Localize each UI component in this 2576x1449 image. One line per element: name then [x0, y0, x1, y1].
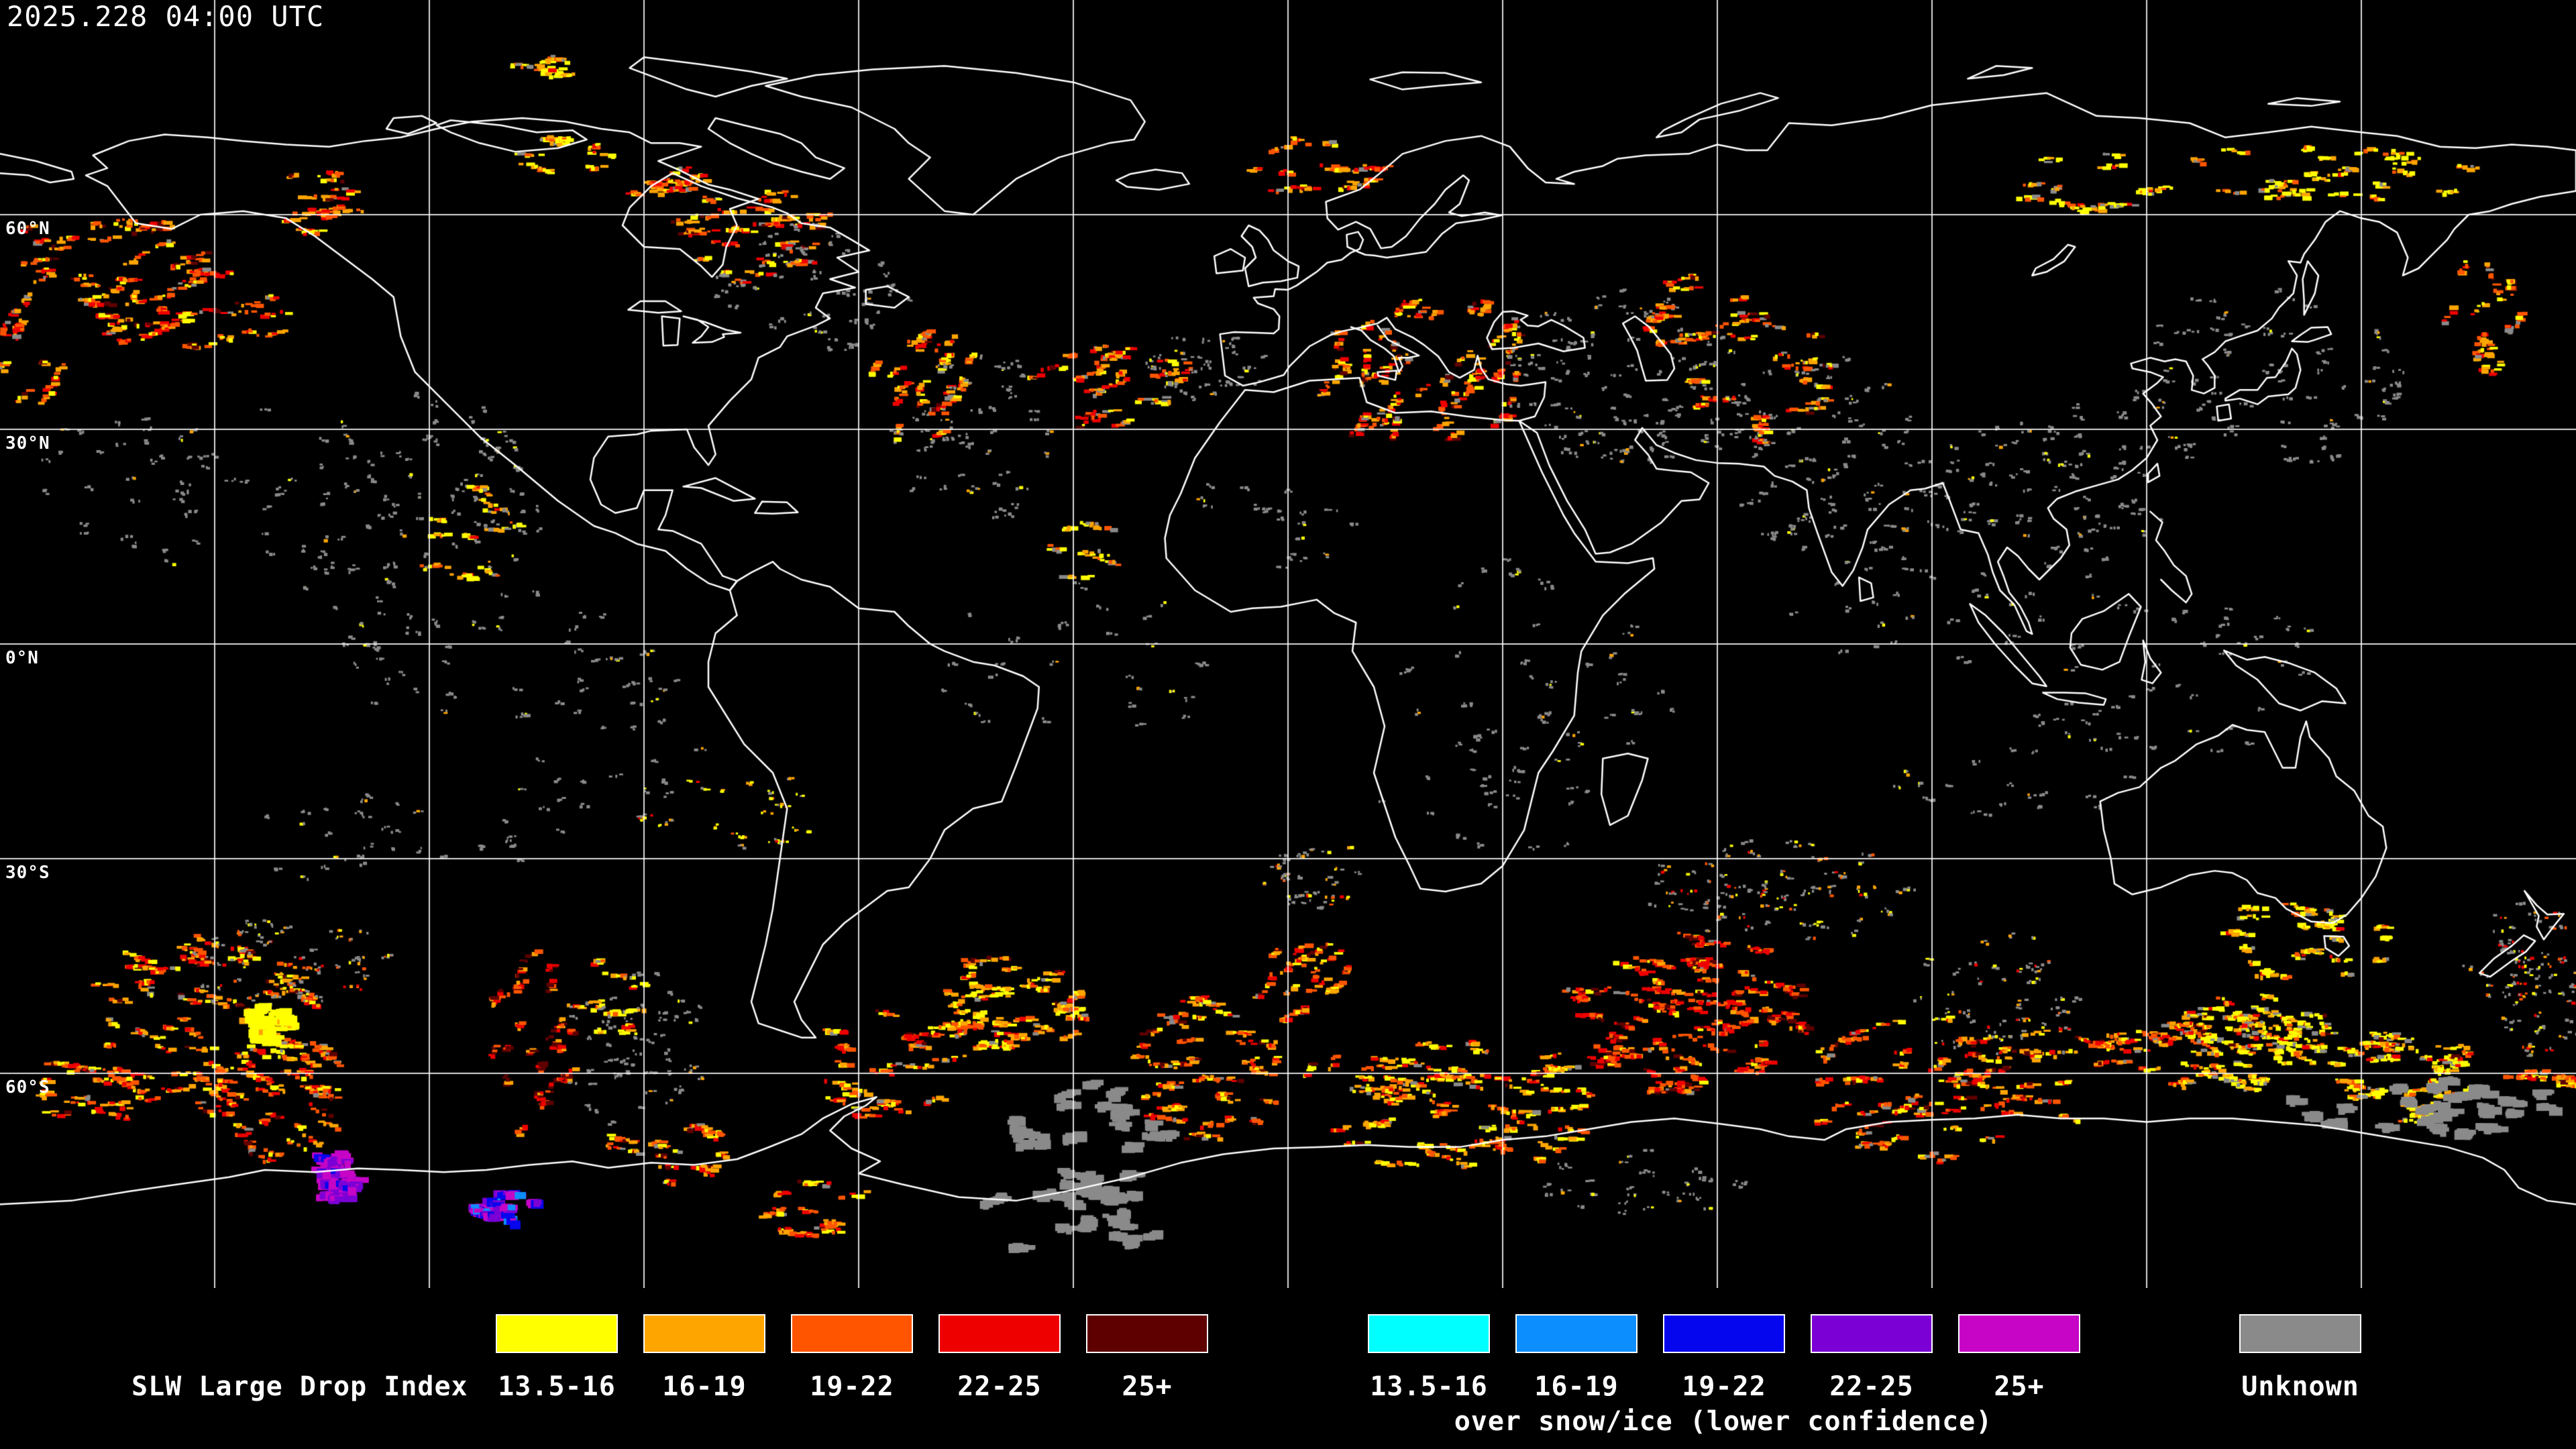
- legend-range-label: 19-22: [1682, 1371, 1766, 1402]
- legend-range-label: 16-19: [662, 1371, 747, 1402]
- legend-item: 25+: [1958, 1314, 2080, 1402]
- legend-range-label: 16-19: [1534, 1371, 1619, 1402]
- lat-label: 30°N: [5, 433, 50, 453]
- legend-item: 13.5-16: [1368, 1314, 1490, 1402]
- legend-item: 25+: [1086, 1314, 1208, 1402]
- world-map-canvas: [0, 0, 2576, 1288]
- legend-range-label: 13.5-16: [1370, 1371, 1488, 1402]
- legend-swatch: [938, 1314, 1061, 1353]
- legend-range-label: 25+: [1122, 1371, 1173, 1402]
- legend-range-label: 22-25: [1829, 1371, 1914, 1402]
- legend-swatch: [1515, 1314, 1638, 1353]
- legend-range-label: 25+: [1994, 1371, 2045, 1402]
- legend-unknown-label: Unknown: [2241, 1371, 2359, 1402]
- legend-item: 16-19: [1515, 1314, 1638, 1402]
- legend-swatch: [791, 1314, 913, 1353]
- lat-label: 30°S: [5, 863, 50, 883]
- legend-item: 16-19: [643, 1314, 765, 1402]
- legend-range-label: 22-25: [957, 1371, 1042, 1402]
- legend-item: 22-25: [1811, 1314, 1933, 1402]
- legend-item: 19-22: [791, 1314, 913, 1402]
- legend-item: 13.5-16: [496, 1314, 618, 1402]
- legend-snow-caption: over snow/ice (lower confidence): [1454, 1406, 1993, 1437]
- legend-item-unknown: Unknown: [2239, 1314, 2361, 1402]
- legend-item: 22-25: [938, 1314, 1061, 1402]
- legend-swatch: [1958, 1314, 2080, 1353]
- lat-label: 60°S: [5, 1077, 50, 1097]
- legend-swatch: [496, 1314, 618, 1353]
- legend-swatch: [1663, 1314, 1785, 1353]
- legend-swatch: [1368, 1314, 1490, 1353]
- legend-swatch: [1086, 1314, 1208, 1353]
- legend-group-snow-ice: 13.5-16 16-19 19-22 22-25 25+: [1368, 1314, 2080, 1402]
- timestamp: 2025.228 04:00 UTC: [7, 0, 325, 33]
- legend-group-standard: 13.5-16 16-19 19-22 22-25 25+: [496, 1314, 1208, 1402]
- legend-range-label: 19-22: [810, 1371, 894, 1402]
- lat-label: 0°N: [5, 648, 39, 668]
- legend-swatch: [643, 1314, 765, 1353]
- legend-range-label: 13.5-16: [498, 1371, 616, 1402]
- legend-swatch-unknown: [2239, 1314, 2361, 1353]
- legend-swatch: [1811, 1314, 1933, 1353]
- legend-title: SLW Large Drop Index: [131, 1371, 468, 1402]
- legend-group-unknown: Unknown: [2239, 1314, 2361, 1402]
- legend-item: 19-22: [1663, 1314, 1785, 1402]
- lat-label: 60°N: [5, 219, 50, 239]
